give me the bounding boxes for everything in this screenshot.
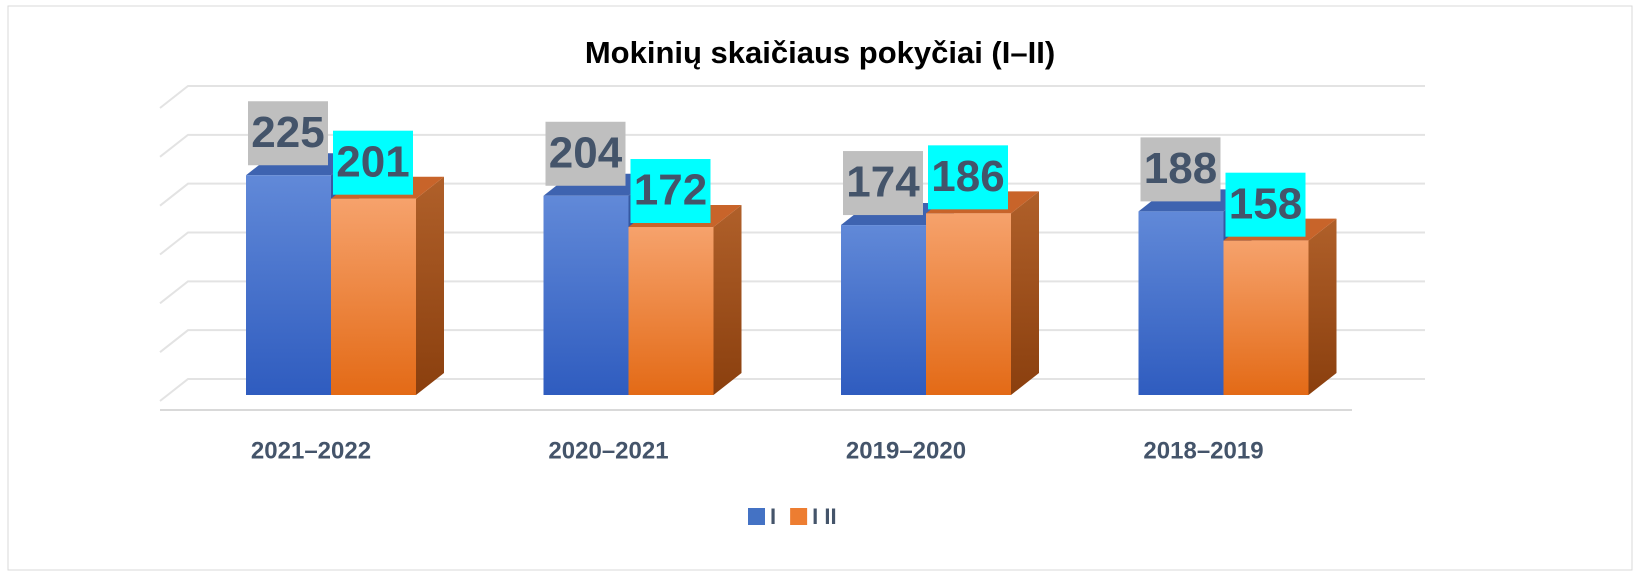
bar: [1223, 218, 1337, 395]
legend-swatch: [748, 508, 765, 525]
data-label-box: [843, 151, 923, 216]
bar-front: [246, 175, 331, 395]
data-label-box: [545, 121, 626, 186]
data-label-box: [630, 159, 711, 224]
x-tick-label: 2021–2022: [251, 437, 371, 464]
bar-front: [841, 225, 926, 395]
data-label: 174: [846, 158, 920, 207]
legend-label: I II: [812, 504, 836, 529]
bar-front: [628, 227, 714, 395]
data-label: 204: [549, 128, 623, 177]
data-label: 225: [251, 108, 324, 157]
data-label-box: [1225, 172, 1306, 237]
bar-front: [543, 195, 629, 395]
legend-swatch: [790, 508, 808, 525]
grid-line: [159, 182, 1425, 207]
bar: [628, 205, 742, 395]
grid-line: [159, 133, 1425, 158]
data-label: 158: [1229, 179, 1302, 228]
grid-line: [159, 85, 1425, 109]
data-label-box: [928, 145, 1008, 210]
legend-label: I: [770, 504, 776, 529]
data-label-box: [248, 101, 328, 166]
data-label: 172: [634, 166, 707, 215]
x-tick-label: 2018–2019: [1143, 437, 1263, 464]
x-tick-label: 2019–2020: [846, 437, 966, 464]
bar-side: [416, 176, 444, 395]
bar-side: [1308, 218, 1337, 395]
bar: [331, 176, 444, 395]
bar-front: [331, 198, 416, 395]
bar-side: [713, 205, 742, 395]
bar-front: [1223, 240, 1309, 395]
data-label: 188: [1144, 144, 1217, 193]
bar-front: [926, 213, 1011, 395]
data-label-box: [1140, 137, 1221, 202]
x-tick-label: 2020–2021: [548, 437, 668, 464]
chart-title: Mokinių skaičiaus pokyčiai (I–II): [585, 35, 1055, 70]
data-label-box: [333, 130, 413, 195]
bar-front: [1138, 211, 1224, 395]
data-label: 186: [931, 152, 1004, 201]
bar: [926, 191, 1039, 395]
data-label: 201: [336, 137, 409, 186]
bar-side: [1011, 191, 1039, 395]
